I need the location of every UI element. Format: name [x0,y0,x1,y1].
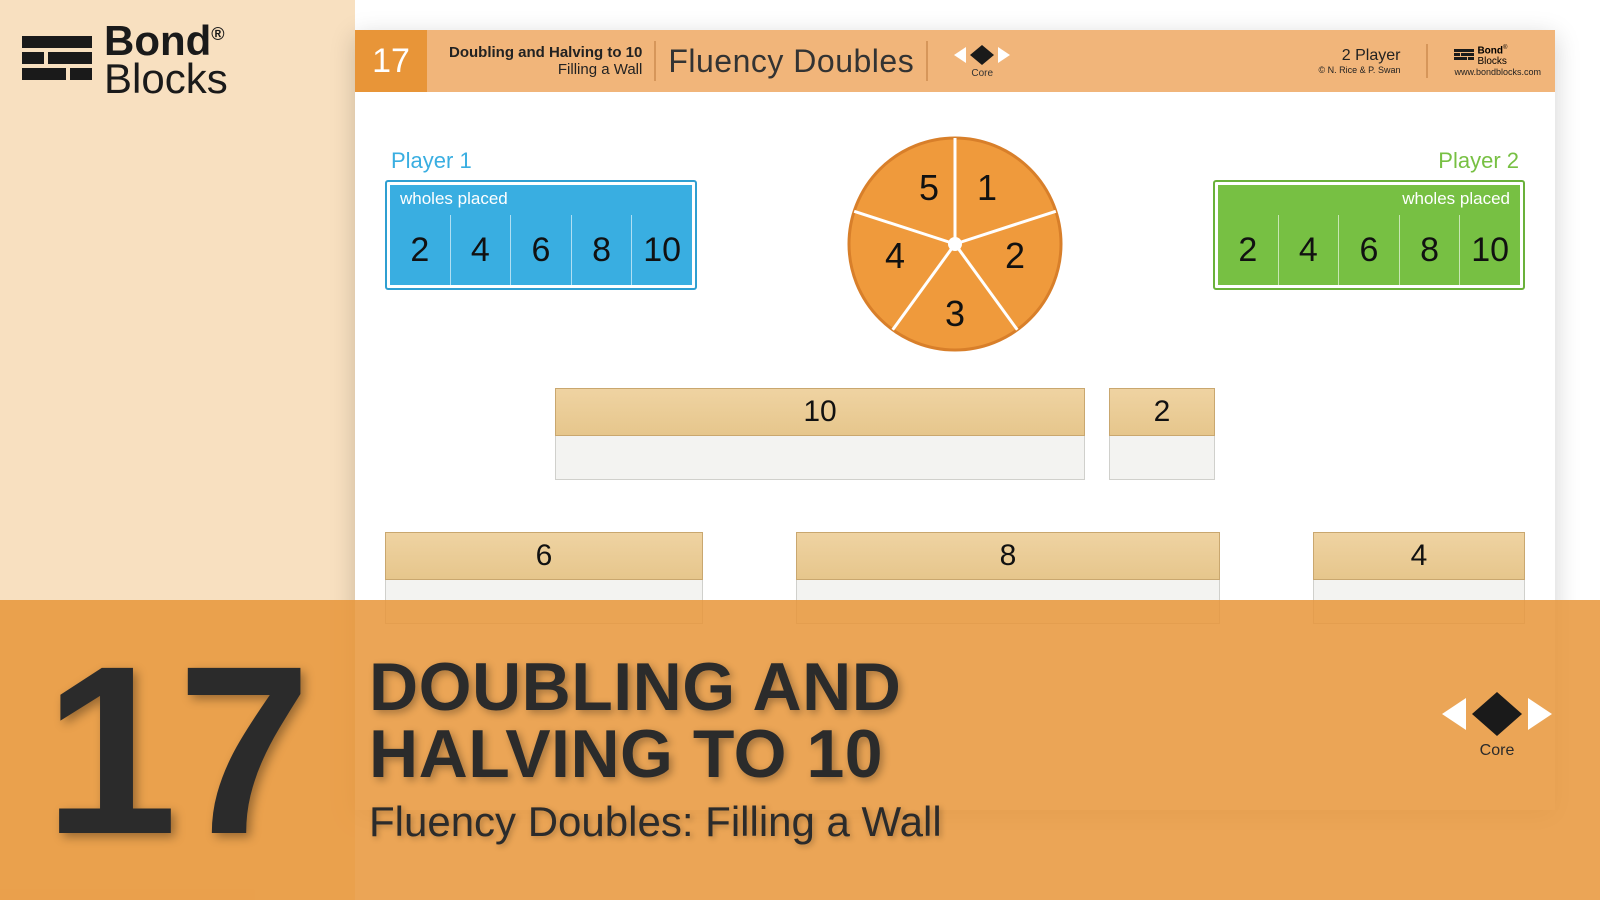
overlay-title-l2: HALVING TO 10 [369,721,1600,788]
logo-text: Bond® Blocks [104,22,228,98]
player1-cells: 2 4 6 8 10 [390,215,692,285]
core-label: Core [971,68,993,79]
header-divider [1426,44,1428,78]
block-unit[interactable]: 10 [555,388,1085,480]
score-cell: 6 [511,215,572,285]
overlay-number: 17 [44,630,311,870]
header-divider [926,41,928,81]
logo-reg: ® [211,24,224,44]
player1-label: Player 1 [391,148,472,174]
player-count: 2 Player [1318,47,1400,65]
logo-light: Blocks [104,55,228,102]
block-slot[interactable] [555,436,1085,480]
spinner-number: 2 [1005,235,1025,277]
mini-bricks-icon [1454,49,1474,63]
spinner-number: 3 [945,293,965,335]
score-cell: 2 [390,215,451,285]
logo-bricks-icon [22,36,92,84]
card-header: 17 Doubling and Halving to 10 Filling a … [355,30,1555,92]
overlay-title-l1: DOUBLING AND [369,654,1600,721]
block-unit[interactable]: 2 [1109,388,1215,480]
block-row-1: 10 2 [555,388,1215,480]
core-label: Core [1480,742,1515,760]
block-label: 4 [1313,532,1525,580]
score-cell: 4 [451,215,512,285]
score-header: wholes placed [390,185,692,215]
score-cell: 10 [1460,215,1520,285]
header-right: 2 Player © N. Rice & P. Swan Bond®Blocks… [1318,44,1541,78]
overlay-core-badge: Core [1442,690,1552,760]
header-divider [654,41,656,81]
score-cell: 8 [572,215,633,285]
spinner-number: 4 [885,235,905,277]
score-cell: 4 [1279,215,1340,285]
header-number: 17 [355,30,427,92]
diamond-icon [1442,690,1552,738]
score-cell: 8 [1400,215,1461,285]
block-slot[interactable] [1109,436,1215,480]
title-overlay: 17 DOUBLING AND HALVING TO 10 Fluency Do… [0,600,1600,900]
diamond-icon [954,43,1010,67]
block-label: 10 [555,388,1085,436]
score-cell: 10 [632,215,692,285]
spinner-number: 5 [919,167,939,209]
block-label: 2 [1109,388,1215,436]
overlay-number-box: 17 [0,600,355,900]
header-subtitle-l1: Doubling and Halving to 10 [449,44,642,61]
player2-label: Player 2 [1438,148,1519,174]
header-subtitle: Doubling and Halving to 10 Filling a Wal… [449,44,642,79]
player2-cells: 2 4 6 8 10 [1218,215,1520,285]
header-title: Fluency Doubles [668,43,914,80]
mini-brand: Bond®Blocks www.bondblocks.com [1454,45,1541,76]
copyright: © N. Rice & P. Swan [1318,65,1400,75]
score-cell: 6 [1339,215,1400,285]
block-label: 6 [385,532,703,580]
header-core-badge: Core [954,43,1010,79]
spinner-number: 1 [977,167,997,209]
spinner[interactable]: 5 1 2 3 4 [847,136,1063,352]
player1-scorebox: wholes placed 2 4 6 8 10 [385,180,697,290]
score-cell: 2 [1218,215,1279,285]
site-url: www.bondblocks.com [1454,67,1541,77]
brand-logo: Bond® Blocks [22,22,228,98]
player2-scorebox: wholes placed 2 4 6 8 10 [1213,180,1525,290]
overlay-subtitle: Fluency Doubles: Filling a Wall [369,798,1600,846]
score-header: wholes placed [1218,185,1520,215]
header-subtitle-l2: Filling a Wall [449,61,642,78]
overlay-text: DOUBLING AND HALVING TO 10 Fluency Doubl… [355,600,1600,900]
block-label: 8 [796,532,1220,580]
